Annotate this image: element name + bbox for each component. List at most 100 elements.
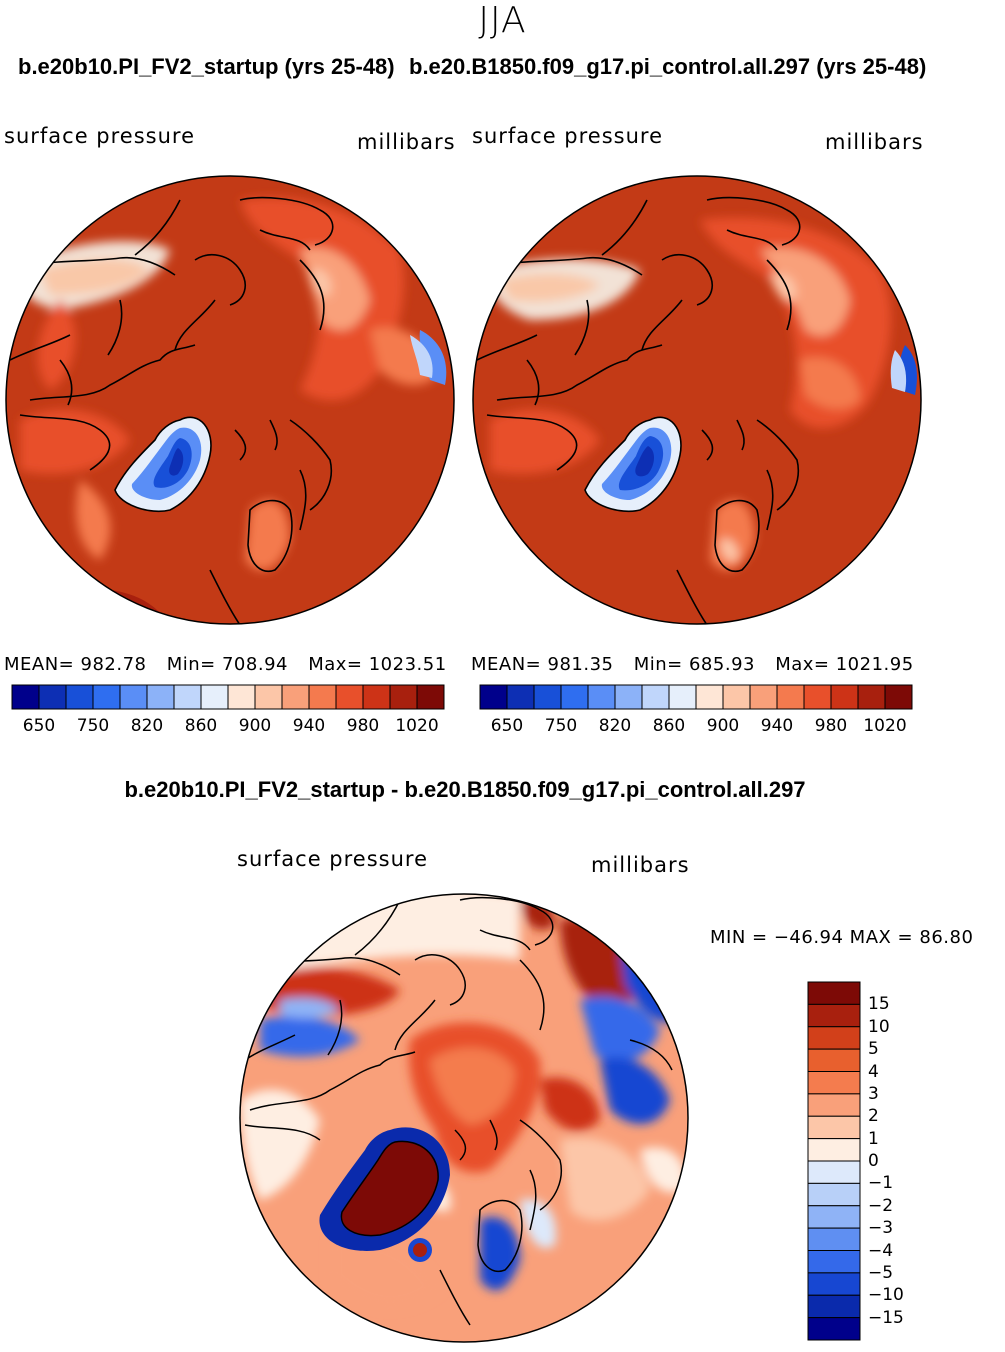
season-title: JJA bbox=[478, 0, 527, 41]
diff-colorbar-swatch bbox=[807, 1227, 861, 1251]
left-colorbar-swatch bbox=[281, 684, 310, 710]
left-colorbar-swatch bbox=[38, 684, 67, 710]
right-colorbar-tick-label: 940 bbox=[760, 716, 794, 736]
right-map-border bbox=[472, 175, 922, 625]
left-colorbar-tick-label: 750 bbox=[76, 716, 110, 736]
left-colorbar-swatch bbox=[335, 684, 364, 710]
diff-colorbar-tick-label: 10 bbox=[868, 1016, 890, 1037]
right-colorbar-swatch bbox=[587, 684, 616, 710]
diff-map-border bbox=[239, 893, 689, 1343]
right-colorbar-swatch bbox=[776, 684, 805, 710]
left-stats: MEAN= 982.78 Min= 708.94 Max= 1023.51 bbox=[4, 654, 447, 675]
right-colorbar-swatch bbox=[722, 684, 751, 710]
right-units-label: millibars bbox=[825, 130, 924, 154]
diff-colorbar-swatch bbox=[807, 1205, 861, 1229]
right-colorbar-tick-label: 820 bbox=[598, 716, 632, 736]
diff-colorbar-swatch bbox=[807, 1026, 861, 1050]
right-colorbar-tick-label: 1020 bbox=[863, 716, 907, 736]
diff-variable-label: surface pressure bbox=[237, 847, 428, 871]
right-colorbar-swatch bbox=[641, 684, 670, 710]
right-colorbar-tick-label: 750 bbox=[544, 716, 578, 736]
diff-colorbar-tick-label: 2 bbox=[868, 1106, 879, 1127]
diff-colorbar-swatch bbox=[807, 1003, 861, 1028]
right-mean-label: MEAN= bbox=[471, 654, 542, 675]
left-colorbar-tick-label: 1020 bbox=[395, 716, 439, 736]
diff-colorbar-swatch bbox=[807, 1250, 861, 1274]
left-case-title: b.e20b10.PI_FV2_startup (yrs 25-48) bbox=[18, 54, 395, 79]
right-colorbar-swatch bbox=[884, 684, 913, 710]
diff-colorbar-tick-label: 5 bbox=[868, 1039, 879, 1060]
diff-colorbar-tick-label: −15 bbox=[868, 1307, 904, 1328]
diff-polar-map bbox=[240, 894, 688, 1342]
left-colorbar-tick-label: 820 bbox=[130, 716, 164, 736]
left-colorbar bbox=[11, 684, 445, 710]
diff-colorbar-tick-label: −5 bbox=[868, 1262, 894, 1283]
diff-colorbar-tick-label: −1 bbox=[868, 1173, 894, 1194]
left-mean-value: 982.78 bbox=[80, 654, 147, 675]
diff-colorbar-swatch bbox=[807, 1048, 861, 1072]
right-min-label: Min= bbox=[633, 654, 683, 675]
right-colorbar bbox=[479, 684, 913, 710]
right-colorbar-tick-label: 980 bbox=[814, 716, 848, 736]
left-colorbar-swatch bbox=[92, 684, 121, 710]
diff-colorbar-swatch bbox=[807, 981, 861, 1005]
left-colorbar-swatch bbox=[173, 684, 202, 710]
right-case-title: b.e20.B1850.f09_g17.pi_control.all.297 (… bbox=[409, 54, 927, 79]
diff-colorbar-tick-label: 3 bbox=[868, 1083, 879, 1104]
left-colorbar-swatch bbox=[362, 684, 391, 710]
diff-colorbar-swatch bbox=[807, 1317, 861, 1341]
left-colorbar-tick-label: 650 bbox=[22, 716, 56, 736]
right-coastlines bbox=[476, 196, 801, 624]
diff-colorbar-tick-label: −3 bbox=[868, 1218, 894, 1239]
diff-colorbar bbox=[807, 981, 861, 1341]
right-colorbar-swatch bbox=[614, 684, 643, 710]
right-colorbar-swatch bbox=[830, 684, 859, 710]
diff-colorbar-swatch bbox=[807, 1160, 861, 1184]
right-colorbar-tick-label: 650 bbox=[490, 716, 524, 736]
right-colorbar-swatch bbox=[695, 684, 724, 710]
left-polar-map bbox=[6, 176, 454, 624]
right-colorbar-swatch bbox=[668, 684, 697, 710]
diff-units-label: millibars bbox=[591, 853, 690, 877]
left-colorbar-swatch bbox=[227, 684, 256, 710]
right-colorbar-swatch bbox=[857, 684, 886, 710]
left-max-label: Max= bbox=[308, 654, 363, 675]
right-greenland bbox=[585, 417, 681, 512]
diff-colorbar-swatch bbox=[807, 1294, 861, 1319]
diff-colorbar-swatch bbox=[807, 1182, 861, 1207]
right-colorbar-swatch bbox=[560, 684, 589, 710]
diff-colorbar-tick-label: −4 bbox=[868, 1240, 894, 1261]
left-variable-label: surface pressure bbox=[4, 124, 195, 148]
left-colorbar-swatch bbox=[65, 684, 94, 710]
diff-colorbar-tick-label: −2 bbox=[868, 1195, 894, 1216]
diff-colorbar-tick-label: −10 bbox=[868, 1285, 904, 1306]
diff-minmax: MIN = −46.94 MAX = 86.80 bbox=[710, 927, 974, 948]
right-colorbar-swatch bbox=[803, 684, 832, 710]
right-min-value: 685.93 bbox=[688, 654, 755, 675]
right-colorbar-tick-label: 900 bbox=[706, 716, 740, 736]
diff-colorbar-swatch bbox=[807, 1115, 861, 1140]
diff-greenland bbox=[319, 1127, 450, 1262]
diff-colorbar-tick-label: 15 bbox=[868, 994, 890, 1015]
right-colorbar-tick-label: 860 bbox=[652, 716, 686, 736]
left-colorbar-swatch bbox=[146, 684, 175, 710]
left-colorbar-swatch bbox=[119, 684, 148, 710]
left-max-value: 1023.51 bbox=[368, 654, 447, 675]
left-mean-label: MEAN= bbox=[4, 654, 75, 675]
left-units-label: millibars bbox=[357, 130, 456, 154]
right-colorbar-swatch bbox=[479, 684, 508, 710]
left-map-border bbox=[5, 175, 455, 625]
right-variable-label: surface pressure bbox=[472, 124, 663, 148]
diff-colorbar-swatch bbox=[807, 1071, 861, 1095]
diff-colorbar-tick-label: 4 bbox=[868, 1061, 879, 1082]
left-colorbar-swatch bbox=[389, 684, 418, 710]
left-min-label: Min= bbox=[166, 654, 216, 675]
left-colorbar-swatch bbox=[308, 684, 337, 710]
diff-colorbar-swatch bbox=[807, 1093, 861, 1117]
right-colorbar-swatch bbox=[749, 684, 778, 710]
diff-colorbar-tick-label: 1 bbox=[868, 1128, 879, 1149]
left-colorbar-swatch bbox=[416, 684, 445, 710]
diff-colorbar-tick-label: 0 bbox=[868, 1151, 879, 1171]
left-colorbar-swatch bbox=[200, 684, 229, 710]
